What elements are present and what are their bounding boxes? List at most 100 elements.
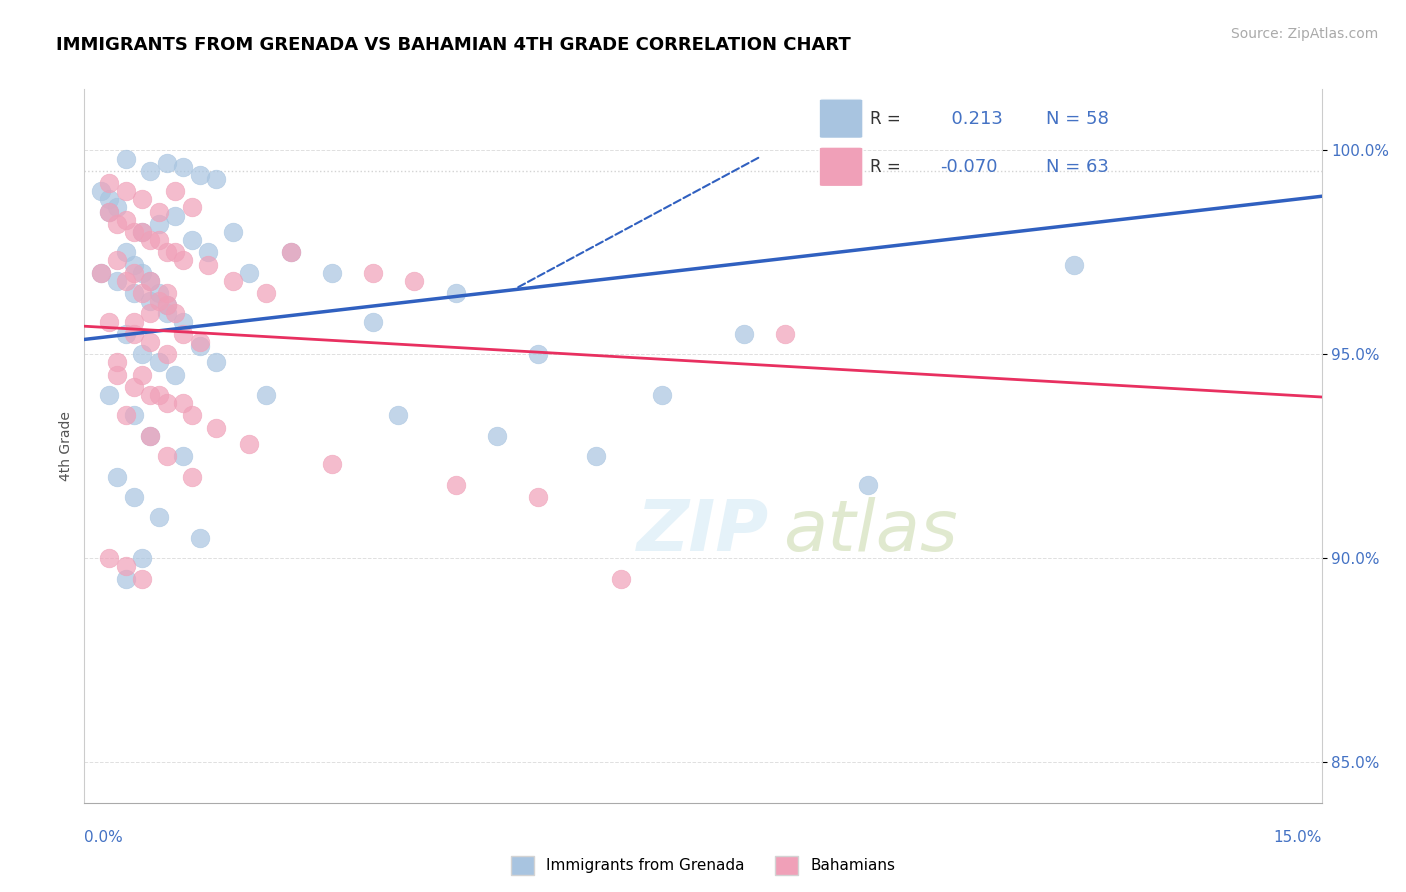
Point (139, 294, 162, 309)
Point (156, 155, 179, 169)
Point (90, 266, 112, 280)
Point (361, 315, 384, 329)
Point (188, 168, 211, 182)
Point (122, 326, 145, 341)
Point (527, 347, 550, 361)
Point (139, 163, 162, 178)
Point (188, 334, 211, 349)
Point (197, 258, 219, 272)
Point (321, 458, 343, 472)
Point (156, 298, 179, 312)
Point (131, 572, 153, 586)
Point (280, 245, 302, 260)
Point (139, 233, 162, 247)
Point (90, 266, 112, 280)
Point (148, 510, 170, 524)
Point (114, 184, 136, 198)
Point (361, 266, 384, 280)
Point (1063, 258, 1085, 272)
Point (321, 266, 343, 280)
Point (122, 409, 145, 423)
Point (148, 355, 170, 369)
Point (609, 572, 631, 586)
Point (98, 388, 121, 402)
Point (105, 217, 128, 231)
Point (139, 388, 162, 402)
Point (122, 258, 145, 272)
FancyBboxPatch shape (820, 99, 863, 138)
FancyBboxPatch shape (820, 147, 863, 186)
Point (148, 217, 170, 231)
Point (105, 253, 128, 268)
Text: atlas: atlas (783, 497, 957, 566)
Point (238, 266, 260, 280)
Text: N = 63: N = 63 (1046, 158, 1109, 176)
Point (238, 437, 260, 451)
Point (122, 286, 145, 301)
Point (222, 274, 245, 288)
Point (172, 396, 194, 410)
Point (254, 286, 277, 301)
Point (105, 355, 128, 369)
Point (651, 388, 673, 402)
Point (131, 225, 153, 239)
Point (122, 266, 145, 280)
Point (485, 429, 508, 443)
Text: R =: R = (870, 158, 901, 176)
Point (188, 531, 211, 545)
Point (156, 245, 179, 260)
Point (122, 315, 145, 329)
Point (172, 449, 194, 463)
Point (139, 429, 162, 443)
Point (131, 266, 153, 280)
Point (114, 152, 136, 166)
Point (131, 347, 153, 361)
Point (98, 204, 121, 219)
Text: ZIP: ZIP (637, 497, 769, 566)
Point (114, 326, 136, 341)
Point (180, 201, 202, 215)
Point (165, 368, 187, 382)
Point (98, 315, 121, 329)
Point (180, 233, 202, 247)
Point (165, 209, 187, 223)
Point (254, 388, 277, 402)
Point (139, 274, 162, 288)
Point (775, 326, 797, 341)
Point (98, 176, 121, 190)
Point (280, 245, 302, 260)
Point (205, 420, 228, 434)
Point (114, 559, 136, 574)
Point (148, 233, 170, 247)
Point (131, 192, 153, 206)
Point (156, 449, 179, 463)
Point (156, 396, 179, 410)
Point (156, 286, 179, 301)
Point (122, 225, 145, 239)
Text: IMMIGRANTS FROM GRENADA VS BAHAMIAN 4TH GRADE CORRELATION CHART: IMMIGRANTS FROM GRENADA VS BAHAMIAN 4TH … (56, 36, 851, 54)
Point (165, 245, 187, 260)
Point (105, 368, 128, 382)
Point (444, 286, 467, 301)
Point (114, 409, 136, 423)
Point (105, 469, 128, 483)
Text: R =: R = (870, 110, 901, 128)
Point (122, 490, 145, 504)
Point (98, 551, 121, 566)
Point (180, 409, 202, 423)
Point (139, 334, 162, 349)
Point (387, 409, 409, 423)
Point (114, 245, 136, 260)
Point (444, 477, 467, 491)
Text: -0.070: -0.070 (939, 158, 997, 176)
Point (131, 225, 153, 239)
Point (148, 286, 170, 301)
Point (205, 355, 228, 369)
Legend: Immigrants from Grenada, Bahamians: Immigrants from Grenada, Bahamians (505, 850, 901, 880)
Point (527, 490, 550, 504)
Point (98, 204, 121, 219)
Point (148, 204, 170, 219)
Point (180, 469, 202, 483)
Point (139, 306, 162, 320)
Point (122, 380, 145, 394)
